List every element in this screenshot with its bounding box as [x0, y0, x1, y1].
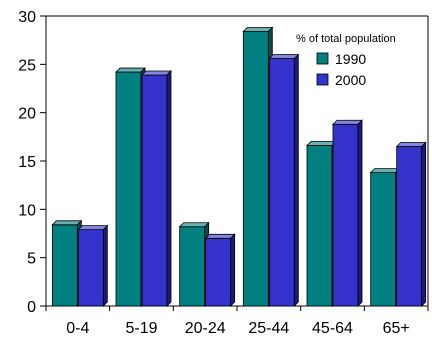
axis-labels: 0 5 10 15 20 25 30 0-4 5-19 20-24 25-44 45-64 65+: [18, 9, 410, 337]
bar-top-face: [204, 233, 236, 239]
bar-2000-5-19: [141, 74, 168, 307]
bar-group: [141, 70, 172, 307]
bar-group: [369, 167, 401, 307]
x-category-label: 0-4: [66, 320, 89, 337]
bar-side-face: [230, 233, 236, 307]
legend: % of total population 1990 2000: [296, 33, 396, 88]
bar-top-face: [332, 119, 363, 125]
bar-group: [306, 140, 337, 307]
bar-group: [178, 221, 210, 307]
bar-side-face: [166, 70, 172, 307]
bar-1990-5-19: [115, 71, 142, 307]
bar-2000-20-24: [205, 237, 232, 307]
bar-2000-25-44: [268, 58, 295, 307]
y-tick-label: 30: [18, 9, 36, 26]
legend-swatch-1990: [316, 52, 329, 65]
bar-1990-45-64: [306, 145, 333, 307]
bar-side-face: [421, 141, 427, 307]
bar-1990-25-44: [242, 31, 269, 307]
bar-group: [332, 119, 363, 307]
x-category-label: 5-19: [125, 320, 157, 337]
bar-group: [395, 141, 427, 307]
y-tick-label: 10: [18, 202, 36, 219]
bar-top-face: [369, 168, 401, 174]
legend-label-2000: 2000: [335, 72, 366, 88]
bar-group: [115, 67, 146, 307]
x-category-label: 20-24: [185, 320, 226, 337]
bar-group: [51, 219, 83, 307]
bar-top-face: [242, 27, 274, 32]
bar-top-face: [395, 142, 427, 147]
y-tick-label: 15: [18, 154, 36, 171]
y-tick-label: 5: [27, 251, 36, 268]
bar-top-face: [77, 225, 109, 231]
bar-1990-20-24: [179, 226, 206, 307]
bar-group: [77, 224, 109, 307]
bar-top-face: [178, 222, 210, 228]
bar-1990-0-4: [51, 224, 78, 307]
bar-top-face: [141, 70, 172, 76]
bar-2000-65+: [396, 146, 423, 307]
bar-2000-0-4: [77, 229, 104, 307]
x-category-label: 45-64: [312, 320, 353, 337]
legend-swatch-2000: [316, 73, 329, 86]
y-tick-label: 0: [27, 299, 36, 316]
bar-side-face: [357, 119, 363, 307]
y-tick-label: 25: [18, 57, 36, 74]
legend-items: 1990 2000: [316, 51, 366, 88]
x-category-label: 65+: [383, 320, 410, 337]
bar-group: [242, 26, 274, 307]
y-tick-label: 20: [18, 106, 36, 123]
x-category-label: 25-44: [248, 320, 289, 337]
legend-title: % of total population: [296, 33, 396, 45]
bar-1990-65+: [370, 172, 397, 307]
bar-top-face: [115, 67, 146, 73]
bar-side-face: [293, 53, 299, 307]
bar-group: [268, 53, 300, 307]
bar-top-face: [51, 220, 83, 226]
bar-side-face: [102, 224, 108, 307]
legend-label-1990: 1990: [335, 51, 366, 67]
bar-top-face: [268, 54, 300, 59]
bar-group: [204, 233, 236, 307]
bars: [51, 26, 427, 307]
bar-top-face: [306, 141, 337, 146]
axes: [40, 15, 429, 311]
bar-2000-45-64: [332, 123, 359, 307]
